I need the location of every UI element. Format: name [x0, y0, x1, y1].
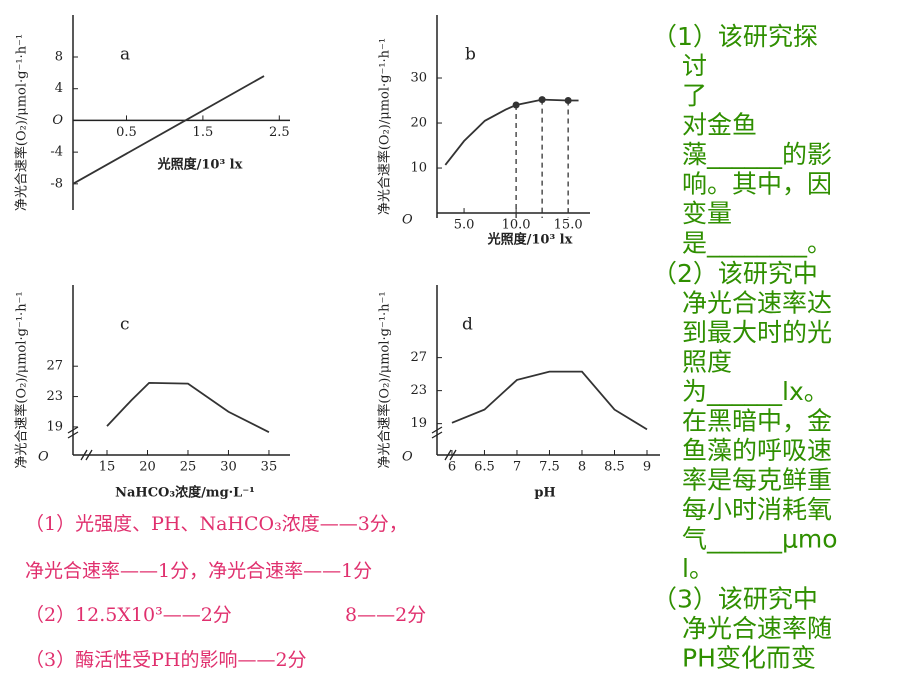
- question-line: 对金鱼: [682, 111, 757, 140]
- chart-title: b: [465, 45, 476, 65]
- question-line: l。: [682, 554, 714, 583]
- question-line: 讨: [682, 52, 707, 81]
- question-line: 藻______的影: [682, 140, 832, 169]
- question-line: 鱼藻的呼吸速: [682, 436, 832, 465]
- answer-text: （3）酶活性受PH的影响——2分: [25, 649, 307, 671]
- y-tick-label: 10: [410, 161, 427, 176]
- question-line: PH变化而变: [682, 644, 816, 673]
- axis-break: [431, 426, 457, 461]
- data-line: [106, 381, 270, 434]
- y-tick-label: 27: [410, 350, 427, 365]
- marker: [512, 101, 520, 109]
- marker: [538, 96, 546, 104]
- y-tick-label: -4: [50, 145, 63, 160]
- y-axis-label: 净光合速率(O₂)/μmol·g⁻¹·h⁻¹: [377, 291, 393, 468]
- axis-break: [67, 426, 93, 461]
- y-tick-label: 30: [410, 71, 427, 86]
- question-line: 了: [682, 81, 707, 110]
- y-tick-label: 8: [55, 50, 63, 65]
- x-tick-label: 8: [578, 460, 586, 475]
- y-tick-label: O: [52, 113, 63, 128]
- question-line: 照度: [682, 348, 732, 377]
- chart-title: d: [462, 315, 473, 335]
- question-line: （3）该研究中: [652, 585, 818, 614]
- data-line: [72, 75, 265, 185]
- y-tick-label: 23: [46, 389, 63, 404]
- x-axis-label: NaHCO₃浓度/mg·L⁻¹: [115, 485, 255, 501]
- x-tick-label: 15: [99, 460, 116, 475]
- y-tick-label: 20: [410, 116, 427, 131]
- x-tick-label: 20: [139, 460, 156, 475]
- origin-label: O: [38, 450, 49, 465]
- x-axis-label: pH: [534, 486, 555, 501]
- marker: [564, 97, 572, 105]
- x-tick-label: 30: [220, 460, 237, 475]
- answer-text: 8——2分: [345, 604, 426, 626]
- y-tick-label: 27: [46, 359, 63, 374]
- question-line: 变量: [682, 199, 732, 228]
- chart-title: a: [120, 45, 130, 65]
- y-axis-label: 净光合速率(O₂)/μmol·g⁻¹·h⁻¹: [14, 291, 30, 468]
- x-tick-label: 9: [643, 460, 651, 475]
- question-line: 在黑暗中，金: [682, 407, 832, 436]
- x-tick-label: 6: [448, 460, 456, 475]
- x-tick-label: 8.5: [604, 460, 625, 475]
- x-tick-label: 7.5: [539, 460, 560, 475]
- y-tick-label: 23: [410, 383, 427, 398]
- x-tick-label: 25: [180, 460, 197, 475]
- data-line: [451, 370, 648, 431]
- question-line: （1）该研究探: [652, 22, 818, 51]
- x-tick-label: 5.0: [454, 218, 475, 233]
- question-line: 气______μmo: [682, 525, 838, 554]
- question-line: 净光合速率随: [682, 614, 832, 643]
- x-tick-label: 2.5: [269, 125, 290, 140]
- x-tick-label: 15.0: [554, 218, 583, 233]
- answer-text: （2）12.5X10³——2分: [25, 604, 232, 626]
- question-line: 净光合速率达: [682, 289, 832, 318]
- y-axis-label: 净光合速率(O₂)/μmol·g⁻¹·h⁻¹: [14, 34, 30, 211]
- x-tick-label: 7: [513, 460, 521, 475]
- y-tick-label: -8: [50, 176, 63, 191]
- x-tick-label: 1.5: [193, 125, 214, 140]
- question-line: 响。其中，因: [682, 170, 832, 199]
- chart-title: c: [120, 315, 130, 335]
- x-tick-label: 35: [261, 460, 278, 475]
- y-tick-label: 19: [46, 419, 63, 434]
- origin-label: O: [402, 450, 413, 465]
- answer-text: 净光合速率——1分，净光合速率——1分: [25, 560, 372, 582]
- y-tick-label: 19: [410, 416, 427, 431]
- x-axis-label: 光照度/10³ lx: [487, 232, 573, 248]
- question-line: 是________。: [682, 229, 832, 258]
- question-line: （2）该研究中: [652, 259, 818, 288]
- question-line: 每小时消耗氧: [682, 495, 832, 524]
- x-axis-label: 光照度/10³ lx: [157, 157, 243, 173]
- question-line: 到最大时的光: [682, 318, 832, 347]
- origin-label: O: [402, 213, 413, 228]
- y-tick-label: 4: [55, 81, 63, 96]
- question-line: 率是每克鲜重: [682, 466, 832, 495]
- data-line: [444, 98, 579, 166]
- x-tick-label: 0.5: [116, 125, 137, 140]
- x-tick-label: 6.5: [474, 460, 495, 475]
- answer-text: （1）光强度、PH、NaHCO₃浓度——3分，: [25, 513, 408, 535]
- x-tick-label: 10.0: [502, 218, 531, 233]
- y-axis-label: 净光合速率(O₂)/μmol·g⁻¹·h⁻¹: [377, 38, 393, 215]
- question-line: 为______lx。: [682, 377, 829, 406]
